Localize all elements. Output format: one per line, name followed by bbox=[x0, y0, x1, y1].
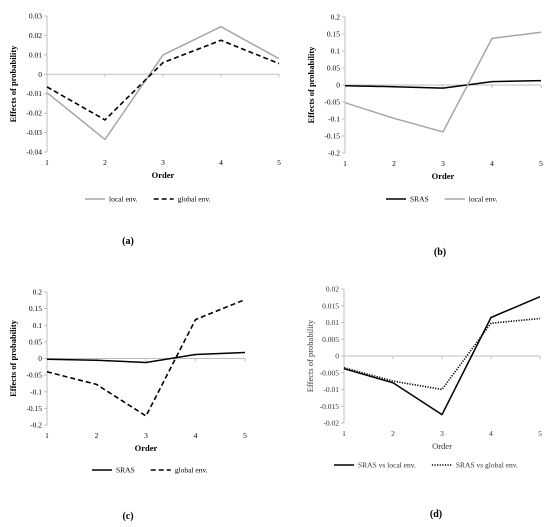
y-tick-label: 0.15 bbox=[29, 304, 42, 313]
y-tick-label: -0.15 bbox=[26, 404, 42, 413]
series-line-2 bbox=[46, 39, 280, 121]
y-tick-label: -0.2 bbox=[30, 421, 42, 430]
y-tick-label: -0.2 bbox=[328, 149, 340, 158]
y-tick-label: -0.02 bbox=[26, 109, 42, 118]
series-line-2 bbox=[46, 298, 246, 417]
y-tick-label: 0.2 bbox=[331, 13, 341, 22]
x-axis-title: Order bbox=[135, 443, 158, 453]
y-tick-label: -0.1 bbox=[328, 115, 340, 124]
x-tick-label: 2 bbox=[103, 158, 107, 167]
legend-label-1: local env. bbox=[109, 195, 138, 204]
y-tick-label: 0.15 bbox=[327, 30, 340, 39]
y-tick-label: 0.02 bbox=[326, 285, 339, 294]
y-tick-label: -0.1 bbox=[30, 387, 42, 396]
x-tick-label: 4 bbox=[489, 429, 493, 438]
y-tick-label: -0.01 bbox=[26, 89, 42, 98]
legend-label-1: SRAS vs local env. bbox=[358, 461, 416, 470]
x-tick-label: 1 bbox=[45, 158, 49, 167]
y-tick-label: 0.02 bbox=[29, 31, 42, 40]
y-tick-label: -0.15 bbox=[324, 132, 340, 141]
series-line-2 bbox=[343, 317, 541, 391]
y-axis-title: Effects of probability bbox=[306, 46, 316, 124]
chart-panel-2: -0.2 -0.15 -0.1 -0.05 0 0.05 0.1 0.15 0.2 1 2 3 4 5 Or… bbox=[306, 13, 543, 259]
chart-panel-3: -0.2 -0.15 -0.1 -0.05 0 0.05 0.1 0.15 0.2 1 2 3 4 5 Or… bbox=[8, 288, 247, 523]
x-tick-label: 2 bbox=[95, 431, 99, 440]
panel-label: (c) bbox=[122, 511, 133, 522]
x-tick-label: 4 bbox=[194, 431, 198, 440]
legend-label-2: global env. bbox=[175, 466, 208, 475]
x-axis-title: Order bbox=[432, 441, 452, 451]
y-tick-label: -0.015 bbox=[320, 402, 340, 411]
y-tick-label: 0.2 bbox=[33, 288, 43, 297]
legend-label-2: global env. bbox=[178, 195, 211, 204]
panel-label: (a) bbox=[122, 236, 134, 247]
y-axis-title: Effects of probability bbox=[8, 319, 18, 397]
series-line-2 bbox=[344, 31, 542, 133]
y-tick-label: -0.05 bbox=[324, 98, 340, 107]
y-tick-label: 0.005 bbox=[322, 335, 339, 344]
x-tick-label: 2 bbox=[391, 429, 395, 438]
x-axis-title: Order bbox=[432, 171, 455, 181]
y-tick-label: -0.005 bbox=[320, 368, 340, 377]
x-tick-label: 3 bbox=[440, 429, 444, 438]
y-tick-label: -0.03 bbox=[26, 128, 42, 137]
chart-panel-4: -0.02 -0.015 -0.01 -0.005 0 0.005 0.01 0.015 0.0… bbox=[305, 285, 542, 521]
y-tick-label: 0.05 bbox=[29, 337, 42, 346]
x-tick-label: 3 bbox=[441, 159, 445, 168]
y-tick-label: 0.03 bbox=[29, 12, 42, 21]
x-tick-label: 2 bbox=[392, 159, 396, 168]
chart-panel-1: -0.04 -0.03 -0.02 -0.01 0 0.01 0.02 0.03 1 2 3 4 5 Or… bbox=[8, 12, 281, 248]
y-tick-label: 0 bbox=[38, 70, 42, 79]
panel-label: (b) bbox=[434, 247, 446, 258]
x-tick-label: 3 bbox=[144, 431, 148, 440]
x-tick-label: 4 bbox=[490, 159, 494, 168]
y-tick-label: 0.1 bbox=[331, 47, 341, 56]
y-tick-label: -0.05 bbox=[26, 371, 42, 380]
y-tick-label: 0.05 bbox=[327, 64, 340, 73]
panel-label: (d) bbox=[430, 509, 442, 520]
series-line-1 bbox=[46, 25, 280, 141]
y-tick-label: 0.015 bbox=[322, 301, 339, 310]
y-tick-label: -0.01 bbox=[323, 385, 339, 394]
legend-label-2: local env. bbox=[469, 195, 498, 204]
x-axis-title: Order bbox=[152, 170, 175, 180]
series-line-1 bbox=[46, 351, 246, 364]
legend-label-1: SRAS bbox=[410, 195, 429, 204]
x-tick-label: 1 bbox=[45, 431, 49, 440]
y-tick-label: 0 bbox=[336, 81, 340, 90]
y-axis-title: Effects of probability bbox=[8, 45, 18, 123]
y-tick-label: 0.01 bbox=[326, 318, 339, 327]
y-tick-label: -0.02 bbox=[323, 419, 339, 428]
y-tick-label: 0 bbox=[335, 352, 339, 361]
y-tick-label: 0 bbox=[38, 354, 42, 363]
x-tick-label: 1 bbox=[342, 429, 346, 438]
series-line-1 bbox=[344, 79, 542, 89]
series-line-1 bbox=[343, 296, 541, 416]
x-tick-label: 3 bbox=[161, 158, 165, 167]
x-tick-label: 5 bbox=[538, 429, 542, 438]
x-tick-label: 1 bbox=[343, 159, 347, 168]
y-tick-label: 0.01 bbox=[29, 50, 42, 59]
y-axis-title: Effects of probability bbox=[305, 319, 315, 392]
y-tick-label: 0.1 bbox=[33, 321, 43, 330]
y-tick-label: -0.04 bbox=[26, 148, 42, 157]
x-tick-label: 4 bbox=[219, 158, 223, 167]
x-tick-label: 5 bbox=[539, 159, 543, 168]
legend-label-1: SRAS bbox=[116, 466, 135, 475]
x-tick-label: 5 bbox=[277, 158, 281, 167]
x-tick-label: 5 bbox=[243, 431, 247, 440]
legend-label-2: SRAS vs global env. bbox=[456, 461, 518, 470]
